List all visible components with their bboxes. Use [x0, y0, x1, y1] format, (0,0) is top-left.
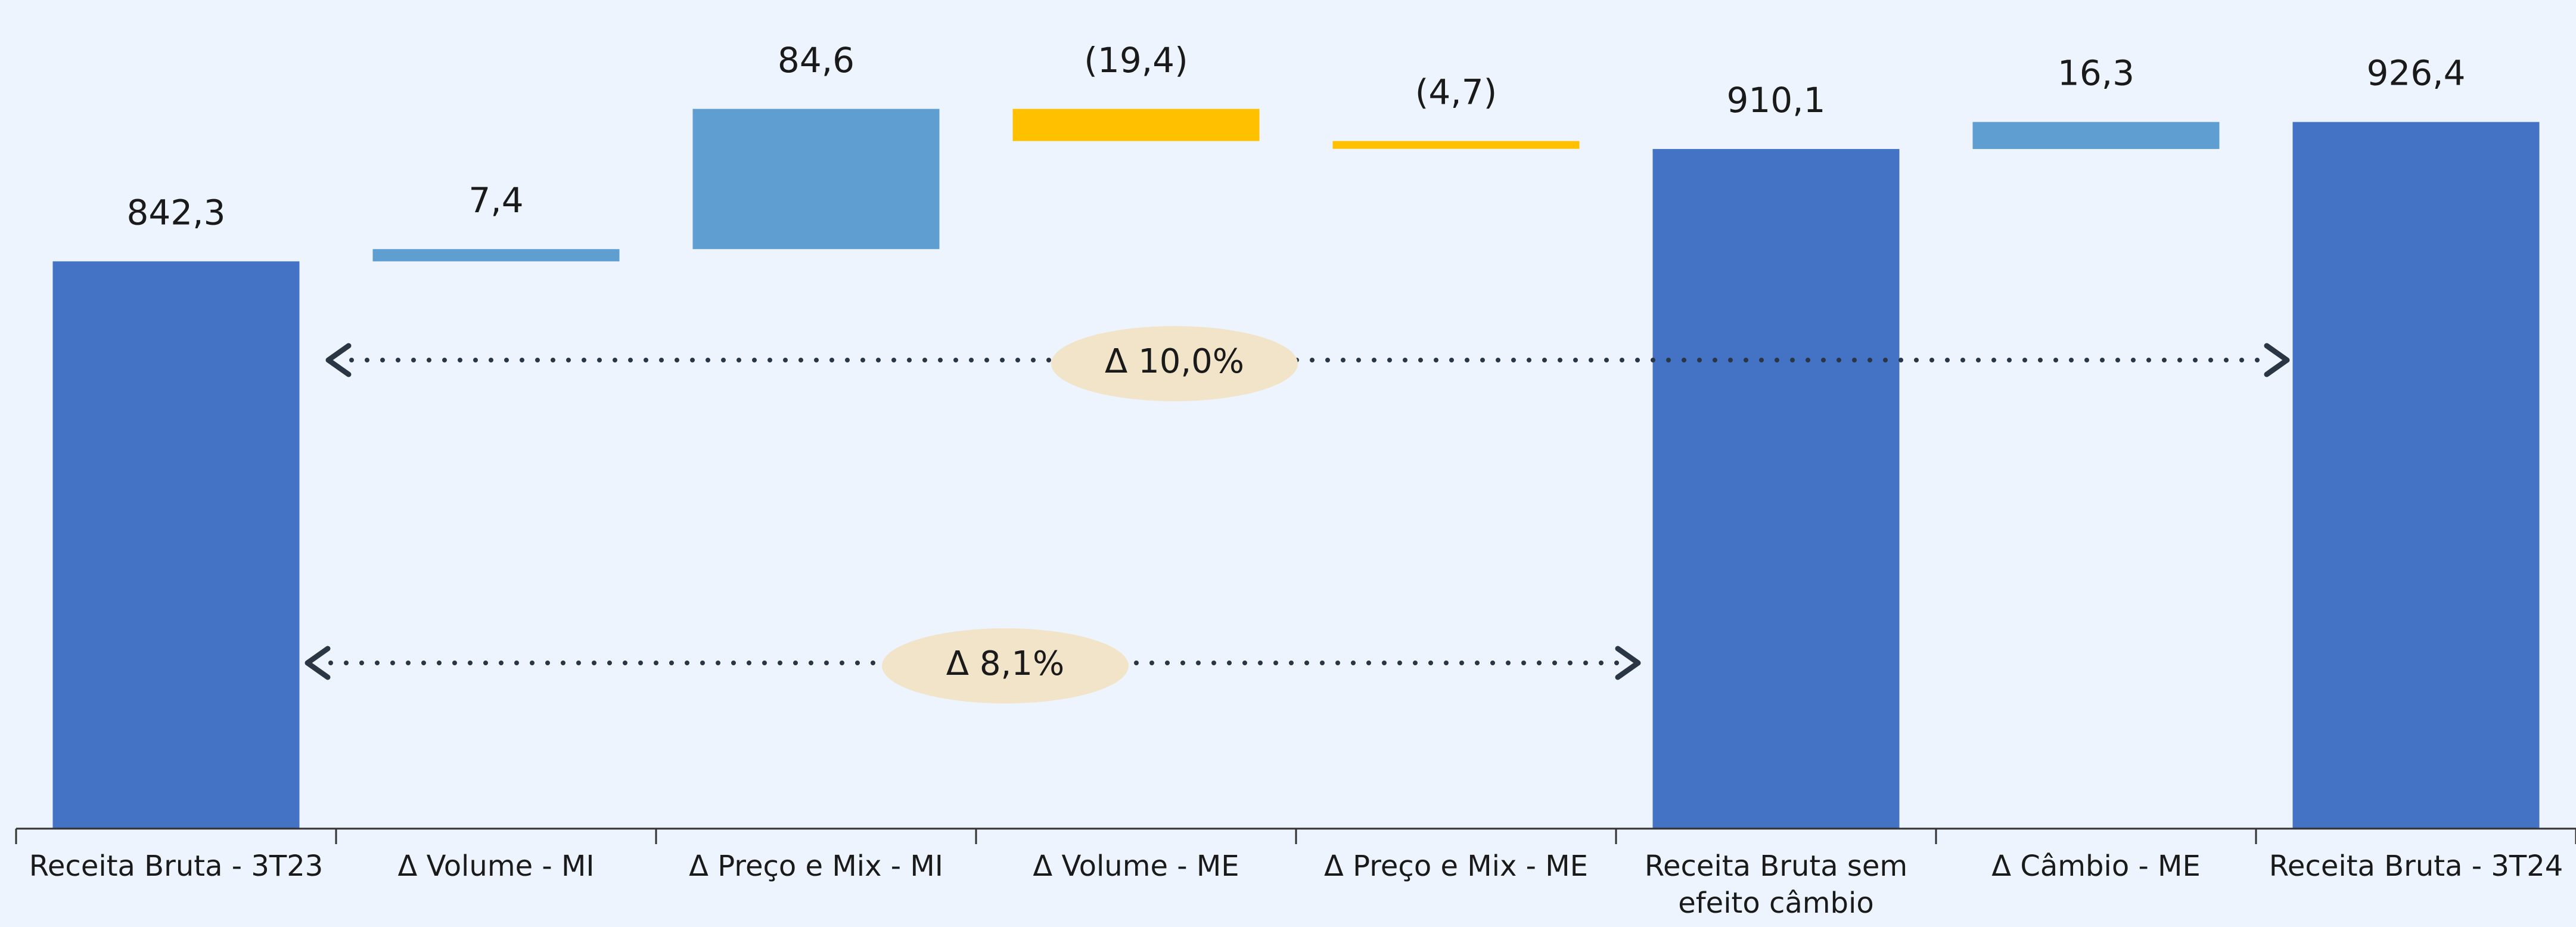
arrow-head: [2264, 343, 2290, 377]
category-label-box: Δ Preço e Mix - ME: [1324, 850, 1588, 883]
x-tick-label: Receita Bruta - 3T24: [2269, 850, 2563, 883]
bar: [692, 108, 940, 249]
x-tick-label: Δ Volume - ME: [1033, 850, 1239, 883]
x-tick-label: Receita Bruta - 3T23: [29, 850, 324, 883]
value-label: 16,3: [2058, 53, 2134, 94]
arrow-head: [1615, 646, 1641, 680]
bar: [1332, 141, 1580, 149]
annotation-bubble: [1051, 326, 1298, 401]
value-label: 926,4: [2366, 53, 2465, 94]
category-label-box: Δ Volume - MI: [397, 850, 595, 883]
x-tick-label: Δ Câmbio - ME: [1991, 850, 2201, 883]
bar: [1972, 122, 2220, 149]
category-label-box: Δ Volume - ME: [1033, 850, 1239, 883]
x-tick-label: Receita Bruta sem efeito câmbio: [1644, 850, 1908, 920]
value-label: (4,7): [1415, 72, 1497, 113]
category-label-box: Δ Preço e Mix - MI: [689, 850, 943, 883]
value-label: (19,4): [1084, 40, 1188, 80]
x-tick-label: Δ Preço e Mix - MI: [689, 850, 943, 883]
annotation-bubble: [882, 628, 1129, 703]
bar: [372, 249, 620, 262]
bar: [52, 261, 300, 829]
bars: 842,3 7,4 84,6 (19,4) (4,7) 910,1 16,3 926,4: [52, 40, 2540, 829]
bar: [2292, 122, 2540, 829]
value-label: 84,6: [778, 40, 854, 80]
category-label-box: Receita Bruta - 3T23: [29, 850, 324, 883]
annotation: Δ 10,0%: [1105, 342, 1244, 381]
arrow-head: [304, 646, 331, 680]
category-label-box: Receita Bruta - 3T24: [2269, 850, 2563, 883]
x-tick-label: Δ Preço e Mix - ME: [1324, 850, 1588, 883]
arrow-head: [325, 343, 352, 377]
value-label: 842,3: [126, 193, 225, 233]
category-label-box: Receita Bruta sem efeito câmbio: [1644, 850, 1908, 920]
value-label: 7,4: [468, 180, 523, 221]
annotation: Δ 8,1%: [946, 644, 1064, 683]
category-label-box: Δ Câmbio - ME: [1991, 850, 2201, 883]
bar: [1652, 148, 1900, 829]
x-tick-label: Δ Volume - MI: [397, 850, 595, 883]
value-label: 910,1: [1726, 80, 1825, 120]
bar: [1012, 108, 1260, 141]
